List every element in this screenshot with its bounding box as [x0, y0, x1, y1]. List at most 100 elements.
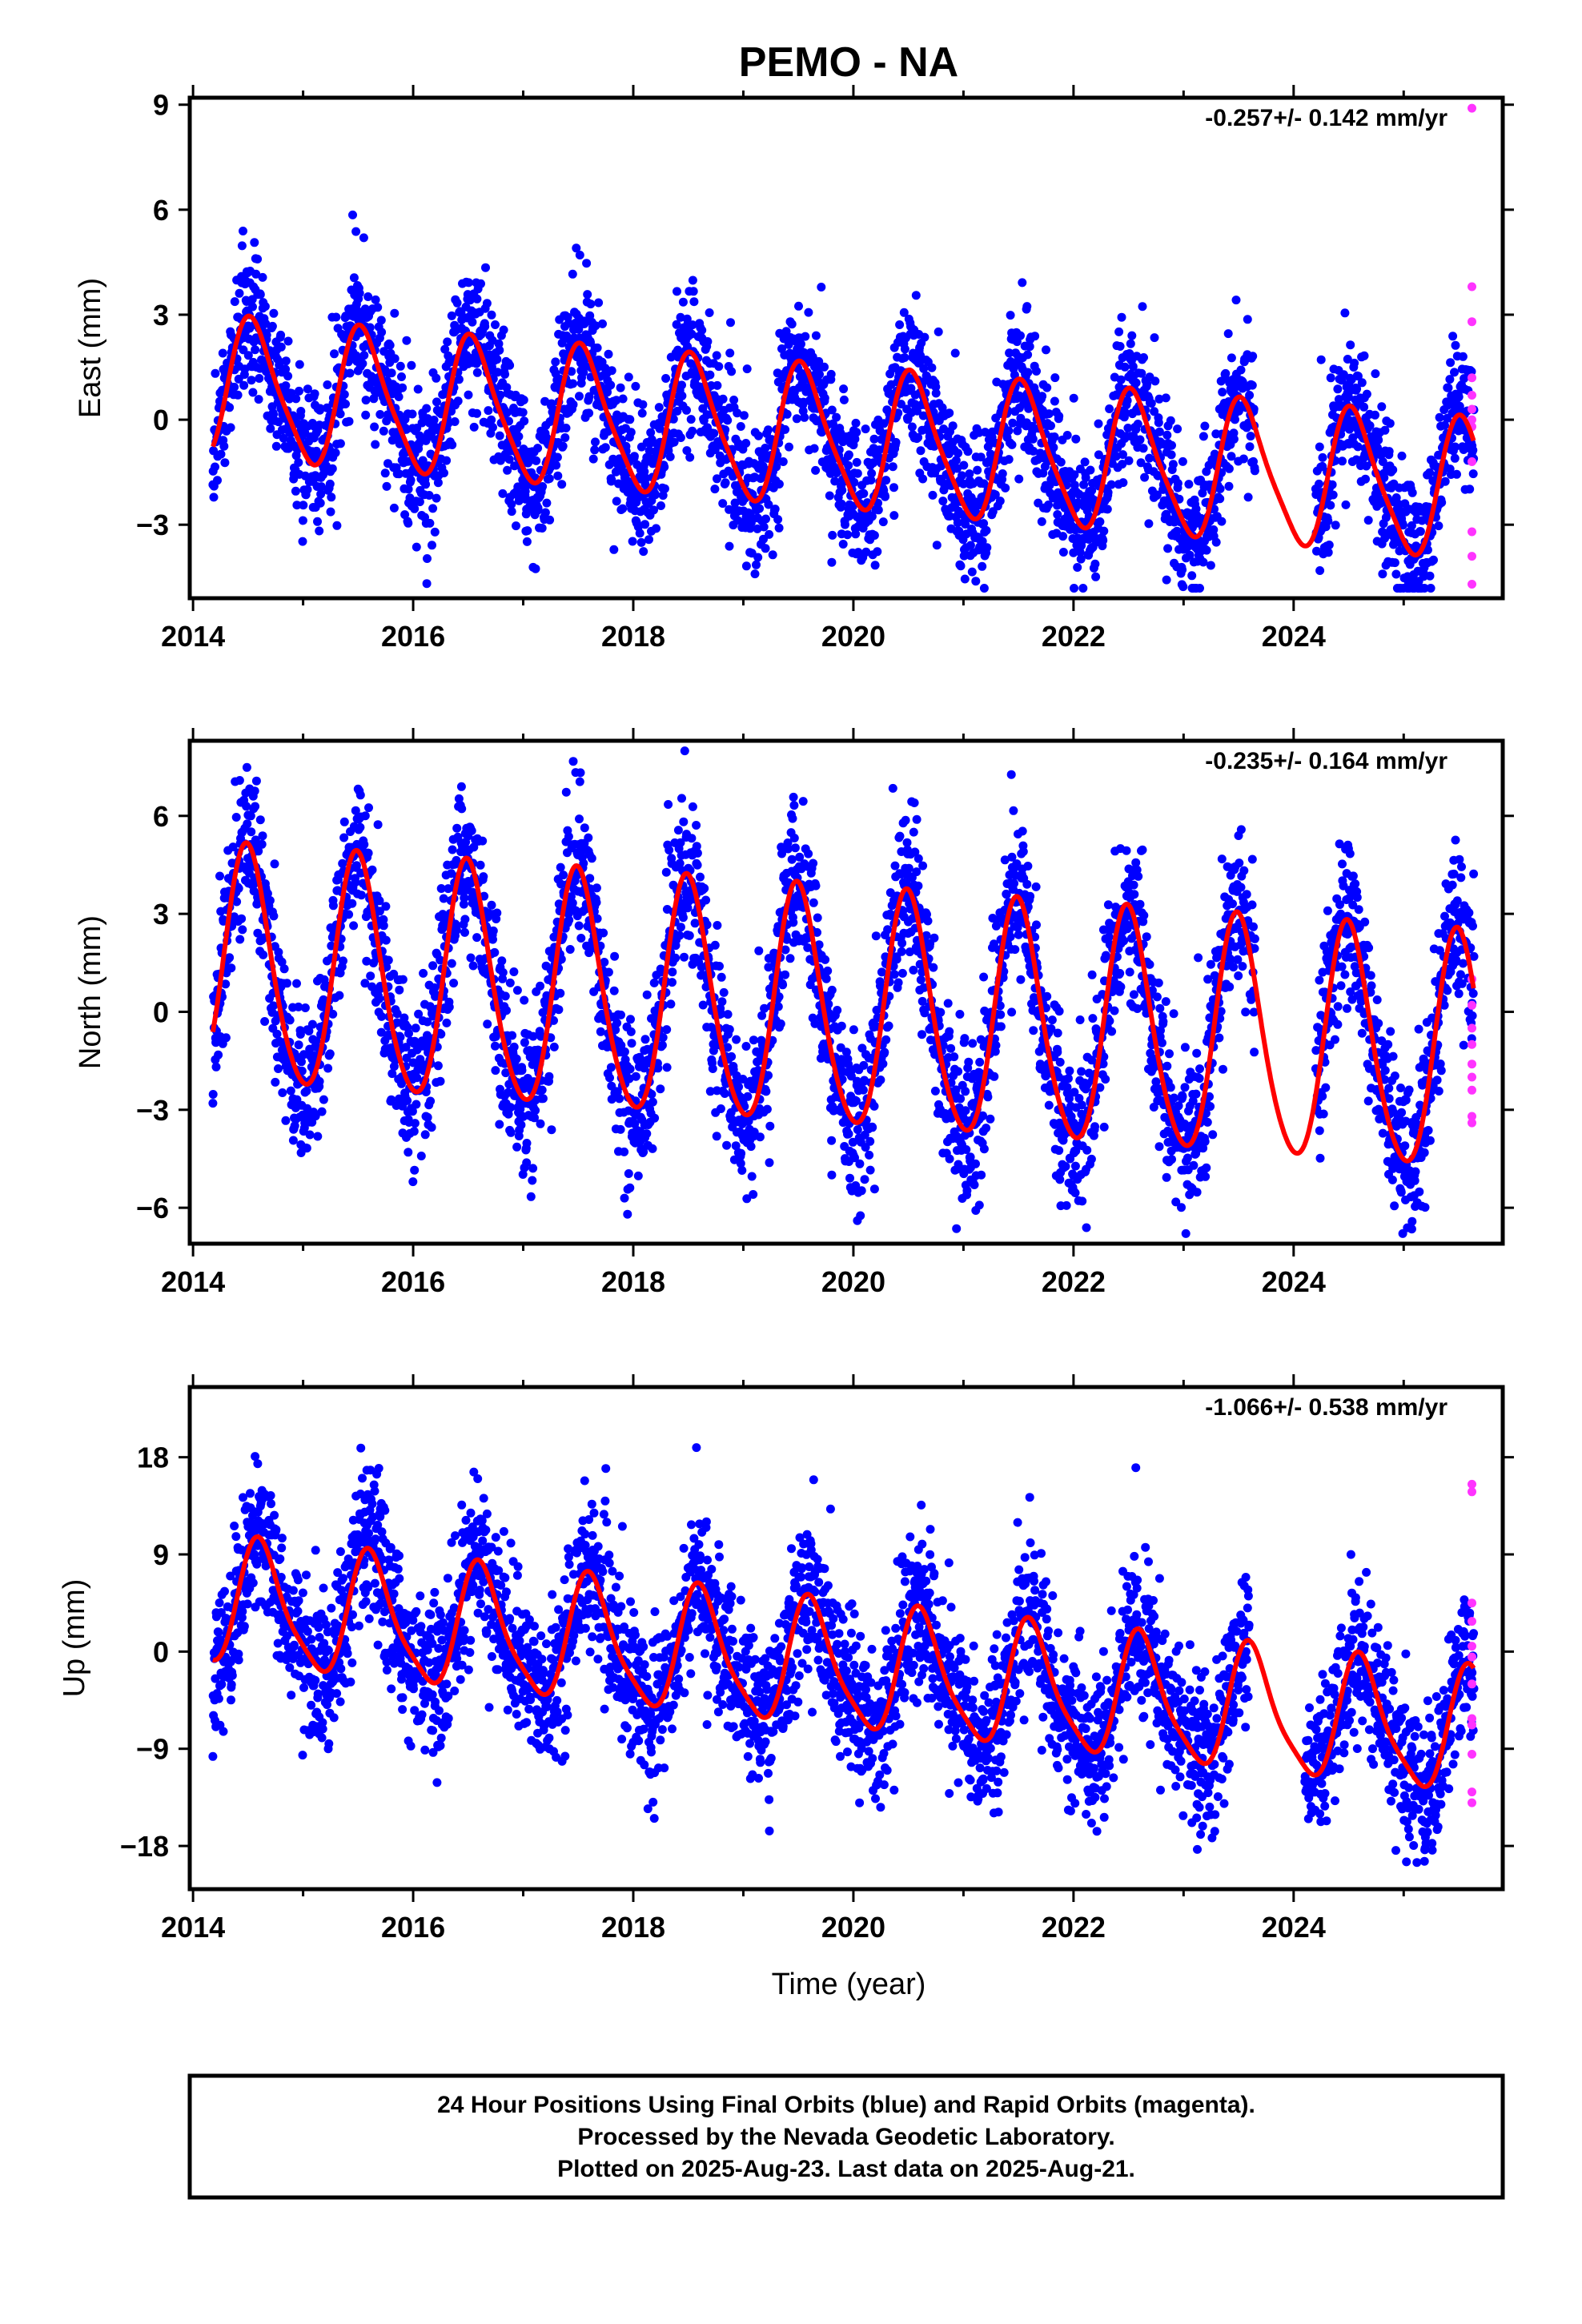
- north-final-point-1354: [668, 967, 677, 977]
- east-final-point-1388: [677, 380, 686, 390]
- east-final-point-1471: [705, 370, 715, 380]
- east-final-point-542: [395, 469, 404, 479]
- east-final-point-2683: [1117, 312, 1126, 322]
- east-final-point-718: [452, 298, 462, 308]
- north-final-point-789: [479, 872, 488, 882]
- east-final-point-1487: [710, 485, 720, 494]
- north-final-point-875: [508, 1031, 517, 1040]
- east-final-point-91: [239, 380, 249, 390]
- north-final-point-996: [547, 1125, 556, 1135]
- east-final-point-3301: [1390, 558, 1399, 568]
- east-final-point-3210: [1359, 402, 1369, 412]
- north-final-point-905: [516, 1120, 526, 1130]
- east-final-point-1776: [809, 444, 819, 453]
- north-final-point-881: [509, 967, 519, 976]
- east-final-point-801: [482, 299, 492, 308]
- east-final-point-1509: [718, 394, 728, 404]
- east-final-point-583: [408, 409, 417, 419]
- north-final-point-1328: [658, 1033, 668, 1042]
- north-final-point-412: [351, 878, 360, 887]
- east-final-point-648: [429, 416, 439, 424]
- north-final-point-1185: [609, 986, 619, 995]
- east-final-point-2510: [1058, 532, 1068, 541]
- east-final-point-1169: [604, 349, 613, 359]
- north-final-point-825: [491, 1066, 500, 1076]
- east-final-point-3452: [1443, 383, 1453, 392]
- east-final-point-2248: [971, 577, 981, 586]
- north-final-point-111: [247, 827, 256, 837]
- east-final-point-651: [430, 527, 440, 537]
- east-final-point-3529: [1468, 445, 1478, 455]
- east-final-point-255: [295, 360, 304, 369]
- east-rapid-points: [1468, 103, 1476, 589]
- east-final-point-3486: [1454, 392, 1464, 402]
- north-final-point-1338: [662, 1063, 672, 1072]
- north-final-point-15: [214, 1050, 223, 1059]
- north-final-point-1372: [673, 826, 683, 835]
- east-final-point-1919: [859, 489, 869, 498]
- east-final-point-2733: [1133, 420, 1142, 428]
- east-final-point-784: [476, 279, 485, 288]
- north-final-point-1119: [587, 854, 596, 863]
- east-final-point-3128: [1331, 521, 1340, 530]
- north-final-point-870: [505, 978, 515, 987]
- east-final-point-3066: [1250, 466, 1259, 476]
- north-final-point-1023: [556, 988, 565, 998]
- east-final-point-1949: [870, 561, 880, 570]
- east-final-point-1612: [754, 431, 763, 440]
- north-final-point-368: [335, 991, 344, 1000]
- east-final-point-2356: [1007, 440, 1017, 449]
- north-final-point-1336: [661, 867, 671, 877]
- east-final-point-157: [262, 330, 271, 340]
- east-final-point-2882: [1187, 571, 1197, 581]
- east-final-point-1176: [606, 380, 616, 390]
- north-final-point-1375: [675, 931, 685, 940]
- east-final-point-1940: [867, 468, 877, 478]
- east-final-point-73: [233, 390, 243, 400]
- north-final-point-138: [255, 815, 265, 825]
- north-final-point-844: [497, 956, 507, 966]
- east-final-point-251: [294, 458, 303, 467]
- east-final-point-3155: [1340, 308, 1350, 318]
- east-final-point-645: [428, 504, 438, 513]
- east-final-point-35: [220, 458, 230, 468]
- east-final-point-3446: [1440, 476, 1450, 486]
- east-final-point-878: [507, 507, 516, 517]
- east-final-point-3046: [1243, 315, 1252, 324]
- east-rapid-point-8: [1468, 457, 1476, 466]
- east-final-point-456: [365, 323, 375, 332]
- east-final-point-1193: [612, 497, 621, 506]
- east-final-point-315: [315, 498, 325, 508]
- east-final-point-1878: [844, 450, 853, 460]
- east-final-point-2808: [1162, 575, 1171, 585]
- east-final-point-355: [330, 349, 339, 359]
- north-final-point-214: [283, 979, 291, 988]
- east-final-point-1739: [797, 340, 805, 349]
- east-final-point-1152: [598, 319, 607, 328]
- north-final-point-816: [488, 935, 497, 944]
- east-final-point-1747: [800, 412, 809, 422]
- east-rapid-point-3: [1468, 373, 1476, 383]
- east-final-point-2824: [1167, 440, 1176, 450]
- east-final-point-2693: [1120, 362, 1130, 372]
- east-final-point-1492: [712, 351, 721, 360]
- east-final-point-2459: [1042, 345, 1050, 355]
- north-final-point-272: [302, 1086, 311, 1096]
- east-final-point-2906: [1195, 584, 1204, 593]
- east-final-point-1642: [765, 529, 774, 539]
- east-rapid-point-1: [1468, 282, 1476, 292]
- east-final-point-2776: [1150, 333, 1159, 343]
- east-final-point-167: [266, 424, 275, 433]
- east-final-point-721: [453, 396, 463, 406]
- east-final-point-2352: [1006, 311, 1015, 320]
- east-final-point-13: [213, 476, 222, 485]
- east-final-point-2348: [1004, 426, 1014, 436]
- east-final-point-117: [248, 388, 258, 397]
- east-final-point-383: [339, 390, 349, 399]
- east-final-point-2284: [982, 543, 992, 553]
- north-final-point-99: [243, 819, 252, 829]
- east-final-point-774: [472, 408, 482, 418]
- north-final-point-143: [257, 839, 267, 849]
- north-final-point-1133: [592, 883, 601, 893]
